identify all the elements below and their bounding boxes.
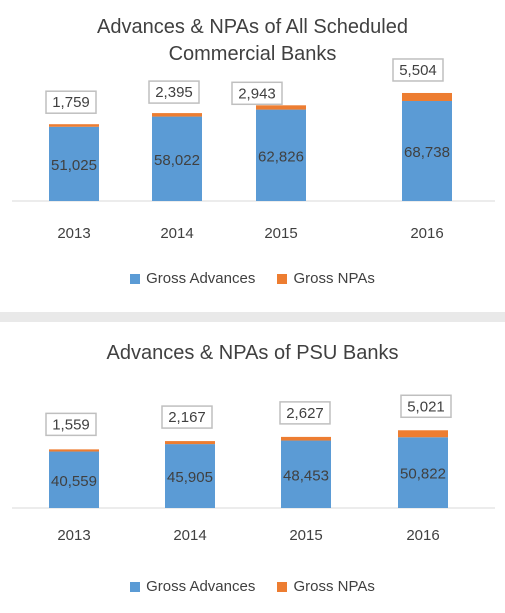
data-label-box-gross-npas-2016 — [392, 58, 444, 82]
legend-label: Gross NPAs — [293, 578, 375, 595]
x-tick-label-2016: 2016 — [410, 225, 443, 242]
bar-gross-advances-2014 — [152, 116, 202, 201]
data-label-gross-advances-2016: 68,738 — [404, 144, 450, 161]
x-tick-label-2016: 2016 — [406, 527, 439, 544]
bar-gross-advances-2015 — [256, 109, 306, 201]
bar-gross-advances-2013 — [49, 451, 99, 508]
legend-swatch-gross-advances — [130, 273, 141, 284]
data-label-gross-advances-2014: 58,022 — [154, 152, 200, 169]
bar-gross-advances-2014 — [165, 444, 215, 508]
data-label-gross-npas-2015: 2,627 — [286, 405, 324, 422]
chart-svg-psu-banks: 40,559 1,559 2013 45,905 2,167 2014 48,453 2,62… — [12, 394, 495, 544]
data-label-gross-npas-2015: 2,943 — [238, 85, 276, 102]
data-label-box-gross-npas-2015 — [231, 81, 283, 106]
bar-gross-npas-2014 — [152, 113, 202, 117]
bar-gross-advances-2016 — [402, 100, 452, 201]
legend-label: Gross Advances — [146, 578, 256, 595]
bar-gross-advances-2015 — [281, 440, 331, 508]
bar-gross-npas-2014 — [165, 441, 215, 445]
data-label-gross-advances-2015: 62,826 — [258, 148, 304, 165]
data-label-box-gross-npas-2013 — [45, 90, 97, 114]
chart-legend: Gross Advances Gross NPAs — [0, 270, 505, 288]
data-label-box-gross-npas-2014 — [148, 80, 200, 104]
bar-gross-advances-2016 — [398, 437, 448, 508]
x-tick-label-2013: 2013 — [57, 225, 90, 242]
bar-gross-npas-2015 — [281, 436, 331, 441]
data-label-gross-advances-2013: 51,025 — [51, 157, 97, 174]
legend-swatch-gross-npas — [277, 581, 288, 592]
data-label-gross-npas-2016: 5,504 — [399, 62, 437, 79]
bar-gross-advances-2013 — [49, 126, 99, 201]
bar-gross-npas-2013 — [49, 124, 99, 127]
legend-label: Gross NPAs — [293, 270, 375, 287]
data-label-gross-advances-2013: 40,559 — [51, 473, 97, 490]
legend-item-gross-npas: Gross NPAs — [277, 578, 375, 595]
bar-gross-npas-2016 — [402, 92, 452, 101]
legend-swatch-gross-npas — [277, 273, 288, 284]
data-label-gross-npas-2016: 5,021 — [407, 398, 445, 415]
x-tick-label-2013: 2013 — [57, 527, 90, 544]
data-label-gross-npas-2014: 2,395 — [155, 84, 193, 101]
data-label-gross-npas-2013: 1,559 — [52, 416, 90, 433]
chart-svg-scheduled-commercial-banks: 51,025 1,759 2013 58,022 2,395 2014 62,826 2,94… — [12, 58, 495, 242]
chart-panel-scheduled-commercial-banks: 51,025 1,759 2013 58,022 2,395 2014 62,826 2,94… — [0, 0, 505, 312]
data-label-gross-npas-2013: 1,759 — [52, 94, 90, 111]
legend-label: Gross Advances — [146, 270, 256, 287]
chart-title-line: Advances & NPAs of PSU Banks — [106, 342, 399, 364]
data-label-box-gross-npas-2015 — [279, 401, 331, 425]
chart-panel-psu-banks: 40,559 1,559 2013 45,905 2,167 2014 48,453 2,62… — [0, 322, 505, 613]
data-label-gross-advances-2015: 48,453 — [283, 467, 329, 484]
legend-item-gross-advances: Gross Advances — [130, 578, 255, 595]
bar-gross-npas-2015 — [256, 105, 306, 110]
bar-gross-npas-2013 — [49, 449, 99, 452]
chart-title: Advances & NPAs of PSU Banks — [0, 340, 505, 367]
bar-gross-npas-2016 — [398, 430, 448, 438]
data-label-box-gross-npas-2013 — [45, 412, 97, 437]
legend-item-gross-npas: Gross NPAs — [277, 270, 375, 287]
x-tick-label-2015: 2015 — [264, 225, 297, 242]
legend-item-gross-advances: Gross Advances — [130, 270, 255, 287]
x-tick-label-2015: 2015 — [289, 527, 322, 544]
x-tick-label-2014: 2014 — [173, 527, 206, 544]
chart-title: Advances & NPAs of All Scheduled Commerc… — [0, 14, 505, 68]
legend-swatch-gross-advances — [130, 581, 141, 592]
data-label-box-gross-npas-2016 — [400, 394, 452, 419]
data-label-gross-advances-2016: 50,822 — [400, 466, 446, 483]
chart-legend: Gross Advances Gross NPAs — [0, 578, 505, 596]
data-label-gross-npas-2014: 2,167 — [168, 409, 206, 426]
data-label-gross-advances-2014: 45,905 — [167, 469, 213, 486]
x-tick-label-2014: 2014 — [160, 225, 193, 242]
data-label-box-gross-npas-2014 — [161, 405, 213, 429]
chart-title-line: Advances & NPAs of All Scheduled — [97, 16, 408, 38]
chart-title-line: Commercial Banks — [168, 43, 337, 65]
